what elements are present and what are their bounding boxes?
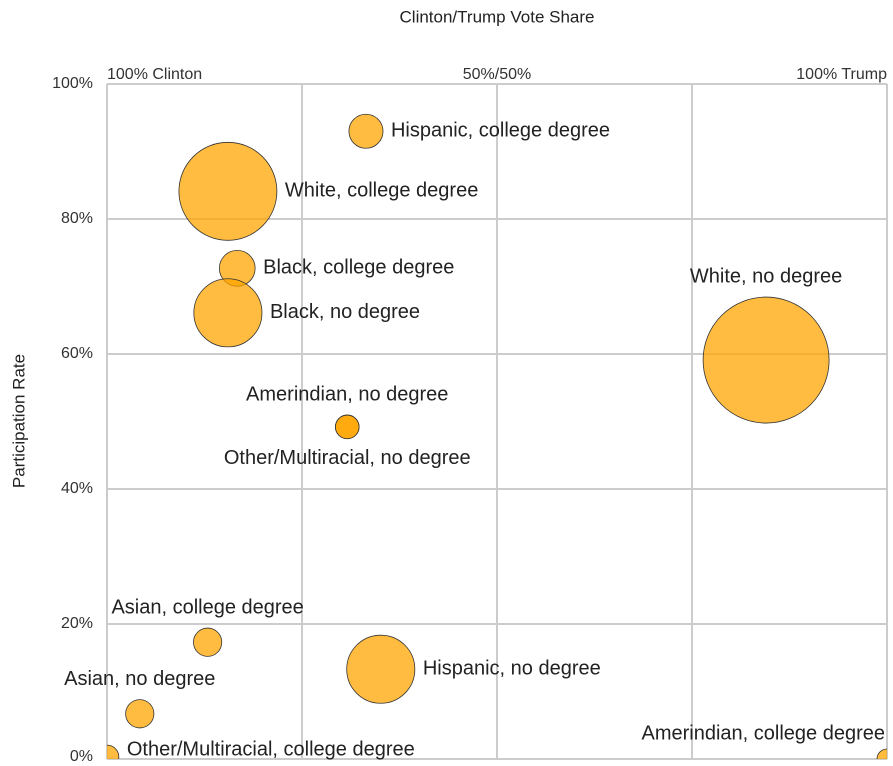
bubble	[193, 278, 263, 348]
x-tick-label: 100% Trump	[796, 66, 887, 83]
bubble	[335, 414, 360, 440]
bubble	[178, 141, 278, 241]
point-label: Asian, no degree	[64, 668, 215, 690]
point-label: Other/Multiracial, college degree	[127, 738, 415, 760]
point-label: Hispanic, college degree	[391, 120, 610, 142]
point-label: Black, college degree	[263, 257, 454, 279]
bubble	[107, 744, 120, 759]
point-label: White, no degree	[690, 265, 842, 287]
y-tick-label: 100%	[52, 75, 93, 92]
bubble	[193, 627, 223, 657]
y-tick-label: 60%	[61, 345, 93, 362]
bubble	[702, 296, 830, 424]
y-tick-label: 40%	[61, 480, 93, 497]
x-tick-label: 50%/50%	[463, 66, 532, 83]
point-label: White, college degree	[285, 180, 478, 202]
y-tick-label: 80%	[61, 210, 93, 227]
point-label: Other/Multiracial, no degree	[224, 447, 471, 469]
y-axis-label: Participation Rate	[9, 354, 28, 488]
bubble	[125, 699, 155, 729]
point-label: Amerindian, college degree	[642, 722, 886, 744]
bubble	[876, 748, 887, 759]
point-label: Hispanic, no degree	[423, 658, 601, 680]
y-tick-label: 0%	[70, 748, 93, 765]
chart-title: Clinton/Trump Vote Share	[400, 7, 595, 26]
point-label: Black, no degree	[270, 301, 420, 323]
bubble	[346, 634, 416, 704]
bubble	[348, 113, 384, 149]
point-label: Asian, college degree	[111, 596, 303, 618]
x-tick-label: 100% Clinton	[107, 66, 202, 83]
point-label: Amerindian, no degree	[246, 383, 448, 405]
y-tick-label: 20%	[61, 615, 93, 632]
